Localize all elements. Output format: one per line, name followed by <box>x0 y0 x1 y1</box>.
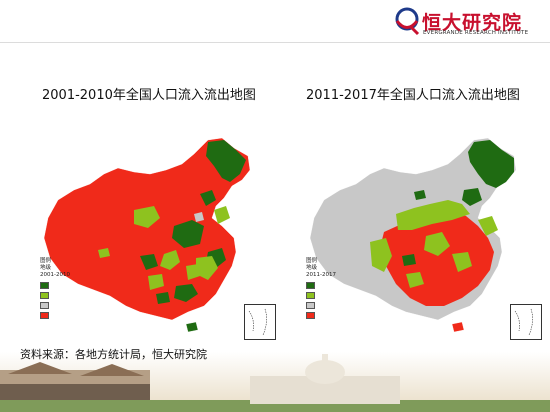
south-china-sea-inset <box>244 304 276 340</box>
legend-swatch-dark-green <box>306 282 315 289</box>
legend-heading-line: 地级 <box>306 265 318 271</box>
legend-swatch-gray <box>306 302 315 309</box>
legend-heading-2001-2010: 图例 地级 2001-2010 <box>40 258 70 279</box>
header-divider <box>0 42 550 43</box>
south-china-sea-inset <box>510 304 542 340</box>
evergrande-logo: 恒大研究院 EVERGRANDE RESEARCH INSTITUTE <box>392 6 542 40</box>
region-dark-green <box>140 140 246 304</box>
south-china-sea-inset-map <box>514 308 533 336</box>
legend-swatch-red <box>40 312 49 319</box>
logo-chinese-text: 恒大研究院 <box>422 12 523 34</box>
hainan-island <box>451 321 465 333</box>
footer-skyline-banner <box>0 352 550 412</box>
hainan-island <box>185 321 199 333</box>
footer-skyline-image <box>0 352 550 412</box>
evergrande-logo-icon <box>395 7 420 36</box>
china-map-2011-2017 <box>309 137 517 333</box>
map-2011-2017: 图例 地级 2011-2017 <box>302 134 548 346</box>
legend-heading-2011-2017: 图例 地级 2011-2017 <box>306 258 336 279</box>
region-light-green <box>98 206 230 290</box>
legend-swatch-light-green <box>40 292 49 299</box>
legend-heading-line: 图例 <box>40 258 52 264</box>
legend-swatch-light-green <box>306 292 315 299</box>
legend-heading-line: 地级 <box>40 265 52 271</box>
logo-english-text: EVERGRANDE RESEARCH INSTITUTE <box>423 30 529 36</box>
legend-swatch-gray <box>40 302 49 309</box>
region-dark-green <box>402 140 514 266</box>
legend-heading-line: 图例 <box>306 258 318 264</box>
legend-swatch-red <box>306 312 315 319</box>
legend-heading-line: 2001-2010 <box>40 272 70 278</box>
legend-swatch-dark-green <box>40 282 49 289</box>
legend-heading-line: 2011-2017 <box>306 272 336 278</box>
map-title-2001-2010: 2001-2010年全国人口流入流出地图 <box>42 88 256 103</box>
region-light-green <box>370 200 498 288</box>
map-2001-2010: 图例 地级 2001-2010 <box>36 134 282 346</box>
china-map-2001-2010 <box>43 137 251 333</box>
region-gray <box>194 212 204 222</box>
map-title-2011-2017: 2011-2017年全国人口流入流出地图 <box>306 88 520 103</box>
source-note: 资料来源：各地方统计局，恒大研究院 <box>20 348 207 361</box>
south-china-sea-inset-map <box>248 308 267 336</box>
